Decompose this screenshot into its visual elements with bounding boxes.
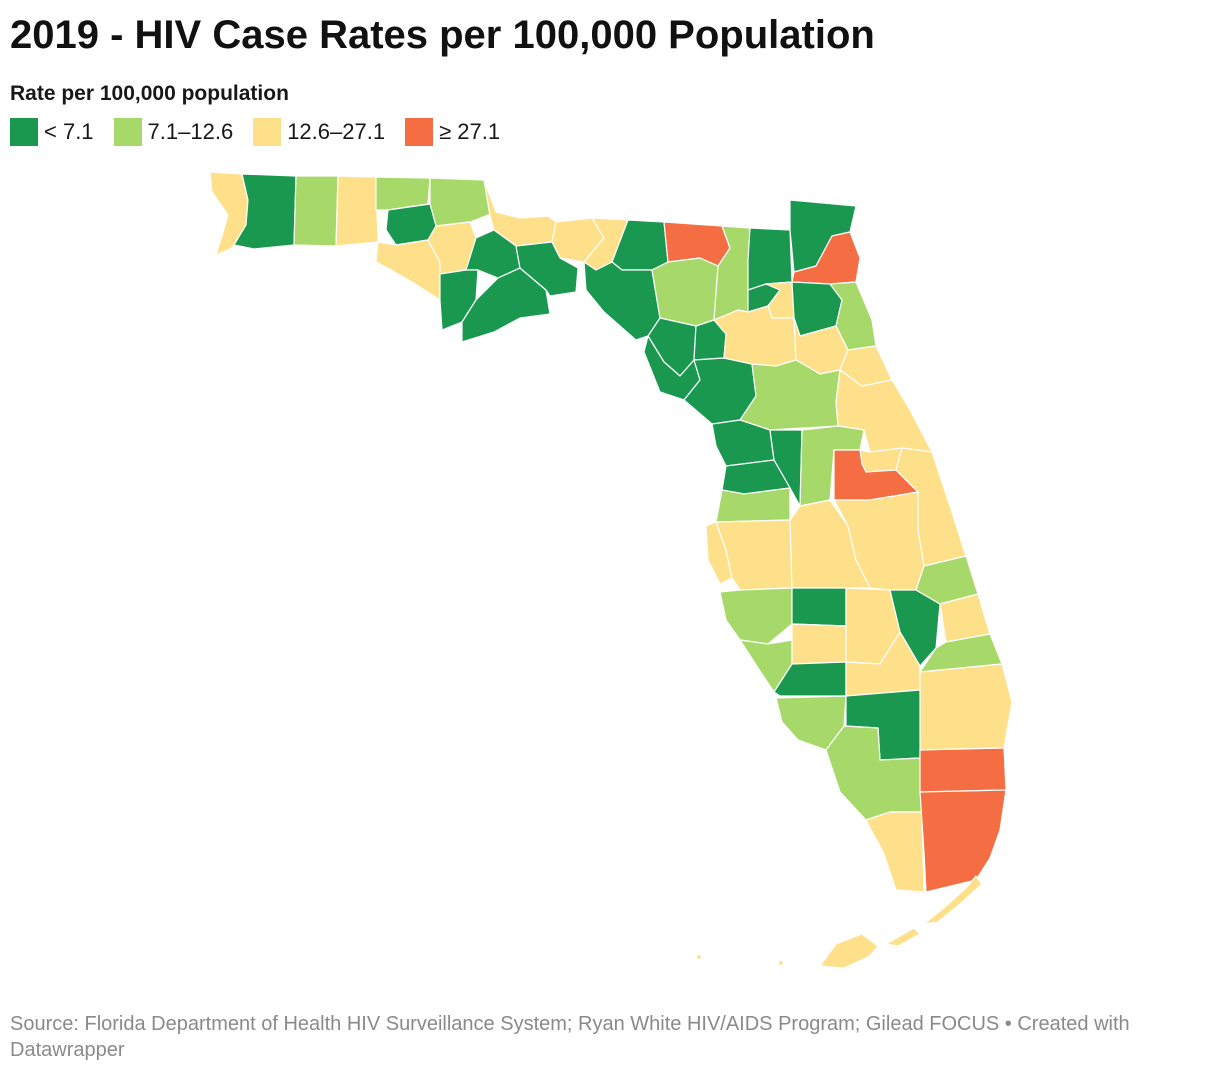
legend-label-highest: ≥ 27.1: [439, 119, 501, 144]
county-desoto[interactable]: [791, 623, 847, 665]
legend-title: Rate per 100,000 population: [10, 82, 289, 105]
legend-item-low: 7.1–12.6: [113, 118, 234, 146]
legend-swatch-medium: [253, 118, 282, 146]
county-wakulla[interactable]: [515, 241, 579, 297]
legend-swatch-lowest: [10, 118, 38, 146]
county-sumter[interactable]: [769, 429, 803, 507]
map-title: 2019 - HIV Case Rates per 100,000 Popula…: [10, 13, 875, 57]
legend: < 7.1 7.1–12.6 12.6–27.1 ≥ 27.1: [10, 118, 520, 146]
legend-label-medium: 12.6–27.1: [287, 119, 386, 144]
county-hardee[interactable]: [791, 587, 847, 627]
legend-item-lowest: < 7.1: [10, 118, 94, 146]
county-bay[interactable]: [375, 239, 441, 301]
county-taylor[interactable]: [583, 261, 661, 341]
county-franklin[interactable]: [461, 267, 551, 343]
source-note: Source: Florida Department of Health HIV…: [10, 1013, 1130, 1061]
legend-swatch-low: [113, 118, 142, 146]
legend-swatch-highest: [405, 118, 434, 146]
legend-label-lowest: < 7.1: [44, 119, 94, 144]
county-baker[interactable]: [747, 227, 793, 291]
dry-tortugas[interactable]: [695, 953, 785, 967]
county-palm-beach[interactable]: [919, 663, 1013, 751]
florida-keys[interactable]: [819, 875, 983, 969]
county-pasco[interactable]: [715, 487, 791, 523]
county-broward[interactable]: [919, 747, 1007, 793]
legend-item-medium: 12.6–27.1: [253, 118, 385, 146]
county-miami-dade[interactable]: [919, 789, 1007, 893]
county-seminole[interactable]: [859, 447, 903, 473]
legend-item-highest: ≥ 27.1: [405, 118, 500, 146]
county-suwannee[interactable]: [651, 257, 719, 327]
county-okaloosa[interactable]: [293, 175, 339, 247]
legend-label-low: 7.1–12.6: [147, 119, 234, 144]
county-walton[interactable]: [335, 175, 379, 247]
county-monroe-mainland[interactable]: [865, 811, 925, 893]
county-manatee[interactable]: [719, 587, 793, 645]
